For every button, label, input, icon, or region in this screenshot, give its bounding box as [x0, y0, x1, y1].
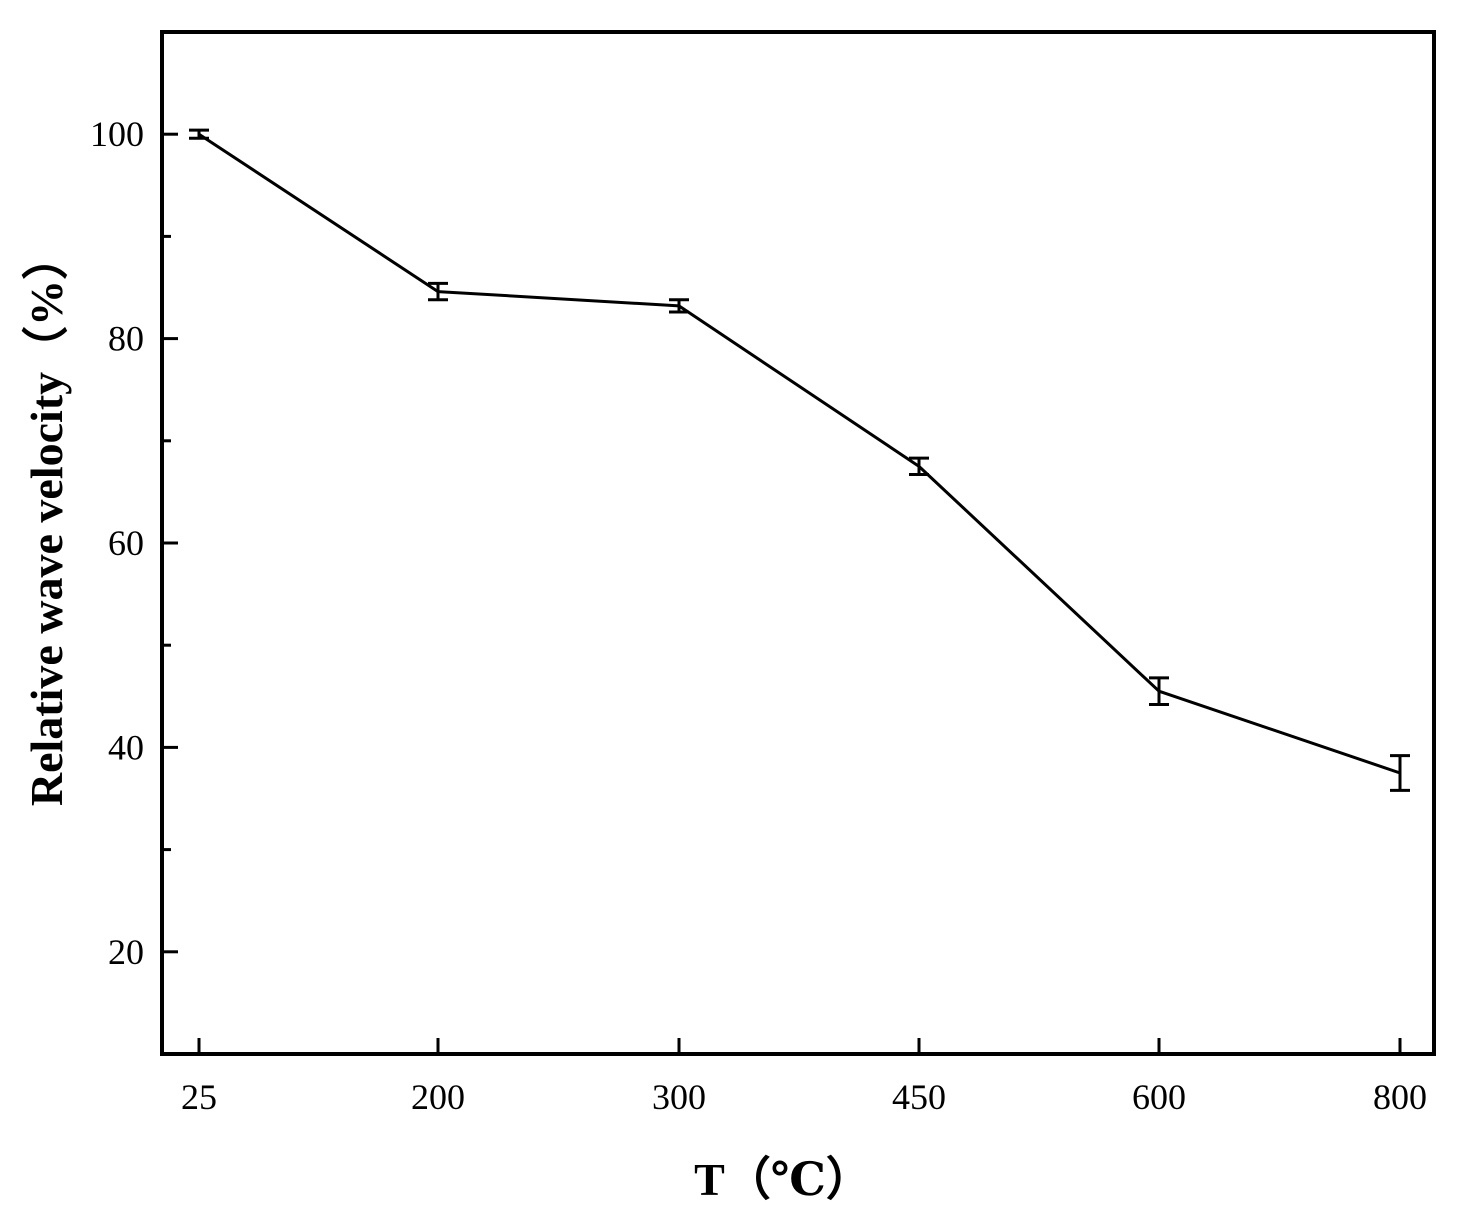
series-line — [198, 132, 1401, 775]
x-tick-label: 800 — [1373, 1077, 1427, 1117]
y-tick-label: 80 — [108, 319, 144, 359]
y-tick-label: 40 — [108, 727, 144, 767]
y-axis-title: Relative wave velocity（%） — [21, 234, 72, 806]
x-axis-ticks: 25 200 300 450 600 800 — [181, 1038, 1427, 1117]
x-tick-label: 600 — [1132, 1077, 1186, 1117]
x-tick-label: 300 — [652, 1077, 706, 1117]
x-axis-title: T（℃） — [694, 1154, 872, 1205]
y-tick-label: 60 — [108, 523, 144, 563]
x-tick-label: 200 — [411, 1077, 465, 1117]
y-tick-label: 100 — [90, 114, 144, 154]
x-tick-label: 25 — [181, 1077, 217, 1117]
y-axis-ticks: 20 40 60 80 100 — [90, 114, 178, 972]
x-tick-label: 450 — [892, 1077, 946, 1117]
series-layer — [189, 128, 1410, 792]
plot-frame — [160, 30, 1436, 1056]
y-tick-label: 20 — [108, 932, 144, 972]
